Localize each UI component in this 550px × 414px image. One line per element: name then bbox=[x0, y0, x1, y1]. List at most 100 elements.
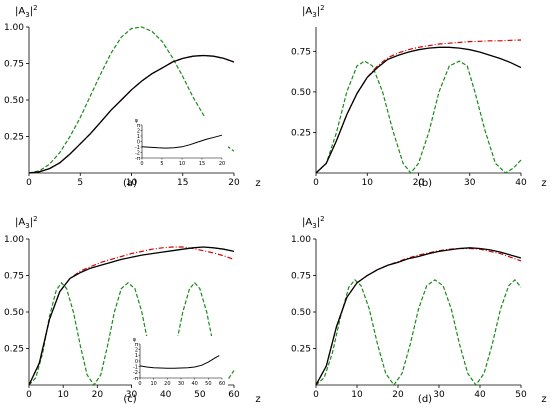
y-axis-label: |A3|2 bbox=[15, 215, 38, 230]
y-tick-label: 1.00 bbox=[291, 235, 311, 245]
x-tick-label: 50 bbox=[194, 390, 206, 400]
series-line bbox=[28, 54, 235, 174]
x-axis-label: z bbox=[255, 178, 260, 189]
inset-x-tick-label: 10 bbox=[179, 161, 185, 167]
inset-y-tick-label: π bbox=[137, 123, 140, 129]
y-axis-label-end: | bbox=[30, 6, 33, 17]
panel-label: (b) bbox=[418, 178, 432, 189]
y-tick-label: 0.50 bbox=[4, 308, 24, 318]
inset-x-tick-label: 60 bbox=[219, 381, 225, 387]
inset-x-tick-label: 0 bbox=[140, 161, 143, 167]
x-tick-label: 20 bbox=[392, 390, 404, 400]
inset-y-tick-label: 1 bbox=[137, 134, 140, 140]
inset-y-tick-label: 2 bbox=[135, 347, 138, 353]
y-tick-label: 0.75 bbox=[291, 47, 311, 57]
x-tick-label: 5 bbox=[77, 178, 83, 188]
series-line bbox=[315, 279, 522, 387]
x-tick-label: 0 bbox=[26, 390, 32, 400]
y-tick-label: 0.50 bbox=[4, 96, 24, 106]
inset-x-tick-label: 40 bbox=[191, 381, 197, 387]
y-tick-label: 0.75 bbox=[4, 60, 24, 70]
series-line bbox=[315, 39, 522, 174]
chart-panel: |A3|20 10 20 30 40 500.250.500.751.00z(d) bbox=[291, 215, 547, 405]
inset-x-tick-label: 5 bbox=[160, 161, 163, 167]
series-line bbox=[315, 46, 522, 174]
series-line bbox=[28, 26, 235, 174]
series-line bbox=[315, 60, 522, 174]
x-tick-label: 40 bbox=[160, 390, 172, 400]
y-tick-label: 0.50 bbox=[291, 88, 311, 98]
y-axis-label-sub: 3 bbox=[25, 11, 29, 19]
x-tick-label: 40 bbox=[515, 178, 527, 188]
y-tick-label: 0.50 bbox=[291, 308, 311, 318]
x-tick-label: 15 bbox=[177, 178, 188, 188]
x-axis-label: z bbox=[541, 394, 546, 405]
inset-y-label: φ bbox=[135, 118, 139, 124]
inset-y-tick-label: 1 bbox=[135, 353, 138, 359]
inset-x-tick-label: 30 bbox=[178, 381, 184, 387]
inset-background bbox=[134, 117, 228, 168]
x-tick-label: 40 bbox=[474, 390, 486, 400]
y-axis-label: |A3|2 bbox=[302, 215, 325, 230]
inset-x-tick-label: 0 bbox=[138, 381, 141, 387]
series-line bbox=[315, 247, 522, 386]
y-axis-label-end: | bbox=[317, 217, 320, 228]
y-axis-label-base: |A bbox=[302, 6, 312, 17]
y-tick-label: 0.25 bbox=[4, 133, 24, 143]
x-tick-label: 0 bbox=[313, 178, 319, 188]
x-tick-label: 10 bbox=[362, 178, 374, 188]
y-tick-label: 0.25 bbox=[4, 345, 24, 355]
y-tick-label: 0.75 bbox=[291, 272, 311, 282]
inset-y-tick-label: -2 bbox=[133, 370, 138, 376]
x-tick-label: 20 bbox=[228, 178, 240, 188]
inset-y-tick-label: -π bbox=[133, 376, 138, 382]
inset-phase-line bbox=[141, 134, 223, 149]
inset-y-tick-label: -1 bbox=[133, 364, 138, 370]
y-axis-label-sub: 3 bbox=[312, 222, 316, 230]
x-tick-label: 10 bbox=[57, 390, 69, 400]
y-axis-label-sub: 3 bbox=[25, 222, 29, 230]
chart-panel: |A3|20 10 20 30 400.250.500.75z(b) bbox=[291, 4, 547, 189]
y-axis-label-base: |A bbox=[15, 217, 25, 228]
x-tick-label: 10 bbox=[126, 178, 138, 188]
x-tick-label: 20 bbox=[413, 178, 425, 188]
y-tick-label: 1.00 bbox=[4, 23, 24, 33]
y-axis-label-sup: 2 bbox=[33, 4, 37, 12]
y-axis-label-sub: 3 bbox=[312, 11, 316, 19]
inset-y-tick-label: -1 bbox=[135, 145, 140, 151]
y-axis-label-end: | bbox=[30, 217, 33, 228]
panel-label: (a) bbox=[123, 178, 137, 189]
inset-y-tick-label: -π bbox=[135, 156, 140, 162]
x-tick-label: 0 bbox=[313, 390, 319, 400]
y-axis-label-base: |A bbox=[15, 6, 25, 17]
inset-y-tick-label: 0 bbox=[137, 139, 140, 145]
inset-y-tick-label: π bbox=[135, 342, 138, 348]
x-tick-label: 10 bbox=[351, 390, 363, 400]
inset-x-tick-label: 20 bbox=[164, 381, 170, 387]
inset-x-tick-label: 15 bbox=[199, 161, 205, 167]
y-axis-label-sup: 2 bbox=[320, 4, 324, 12]
series-line bbox=[28, 246, 235, 386]
chart-panel: |A3|20 5 10 15 200.250.500.751.00φπ210-1-2-π… bbox=[4, 4, 261, 189]
inset-y-tick-label: 0 bbox=[135, 359, 138, 365]
x-tick-label: 30 bbox=[433, 390, 445, 400]
y-axis-label: |A3|2 bbox=[15, 4, 38, 19]
inset-x-tick-label: 20 bbox=[219, 161, 225, 167]
y-axis-label-sup: 2 bbox=[320, 215, 324, 223]
y-axis-label-base: |A bbox=[302, 217, 312, 228]
panel-label: (d) bbox=[418, 394, 432, 405]
y-tick-label: 0.25 bbox=[291, 128, 311, 138]
x-tick-label: 30 bbox=[464, 178, 476, 188]
inset-x-tick-label: 50 bbox=[205, 381, 211, 387]
x-tick-label: 0 bbox=[26, 178, 32, 188]
series-line bbox=[28, 281, 235, 387]
inset-y-tick-label: -2 bbox=[135, 150, 140, 156]
x-axis-label: z bbox=[541, 178, 546, 189]
y-axis-label-sup: 2 bbox=[33, 215, 37, 223]
x-tick-label: 20 bbox=[92, 390, 104, 400]
chart-panel: |A3|20 10 20 30 40 50 600.250.500.751.00φπ210-… bbox=[4, 215, 261, 405]
series-line bbox=[315, 247, 522, 386]
y-tick-label: 0.25 bbox=[291, 345, 311, 355]
x-axis-label: z bbox=[255, 394, 260, 405]
